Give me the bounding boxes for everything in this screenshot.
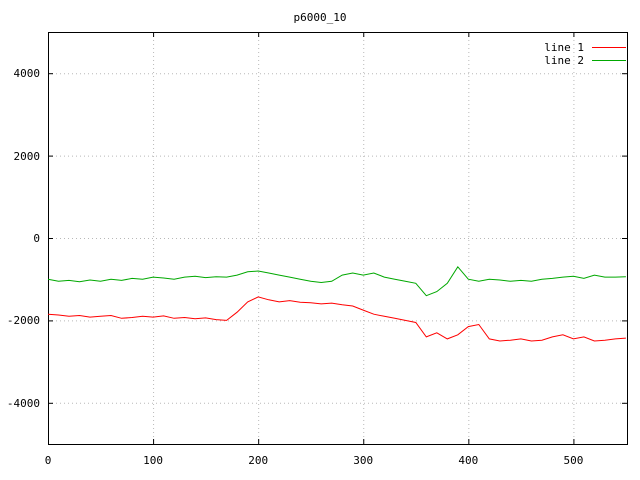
legend-entry-line2: line 2 [544, 54, 626, 67]
x-axis-tick-label: 500 [563, 454, 584, 467]
series-line-2 [47, 265, 626, 297]
legend-label-line2: line 2 [544, 54, 584, 67]
x-axis-tick-label: 100 [143, 454, 164, 467]
legend-line-sample-line2 [592, 60, 626, 61]
y-axis-tick-label: 4000 [13, 67, 41, 81]
x-axis-tick-label: 0 [44, 454, 52, 467]
legend-line-sample-line1 [592, 47, 626, 48]
x-axis-tick-label: 400 [458, 454, 479, 467]
x-axis-tick-label: 300 [353, 454, 374, 467]
y-axis-tick-label: 2000 [13, 149, 41, 163]
legend-label-line1: line 1 [544, 41, 584, 54]
y-axis-tick-label: -4000 [6, 396, 40, 410]
y-axis-tick-label: 0 [33, 232, 40, 245]
series-line-1 [47, 296, 626, 342]
y-axis-tick-label: -2000 [6, 314, 40, 328]
legend: line 1 line 2 [544, 41, 626, 67]
legend-entry-line1: line 1 [544, 41, 626, 54]
x-axis-tick-label: 200 [248, 454, 269, 467]
chart-title: p6000_10 [293, 11, 347, 24]
